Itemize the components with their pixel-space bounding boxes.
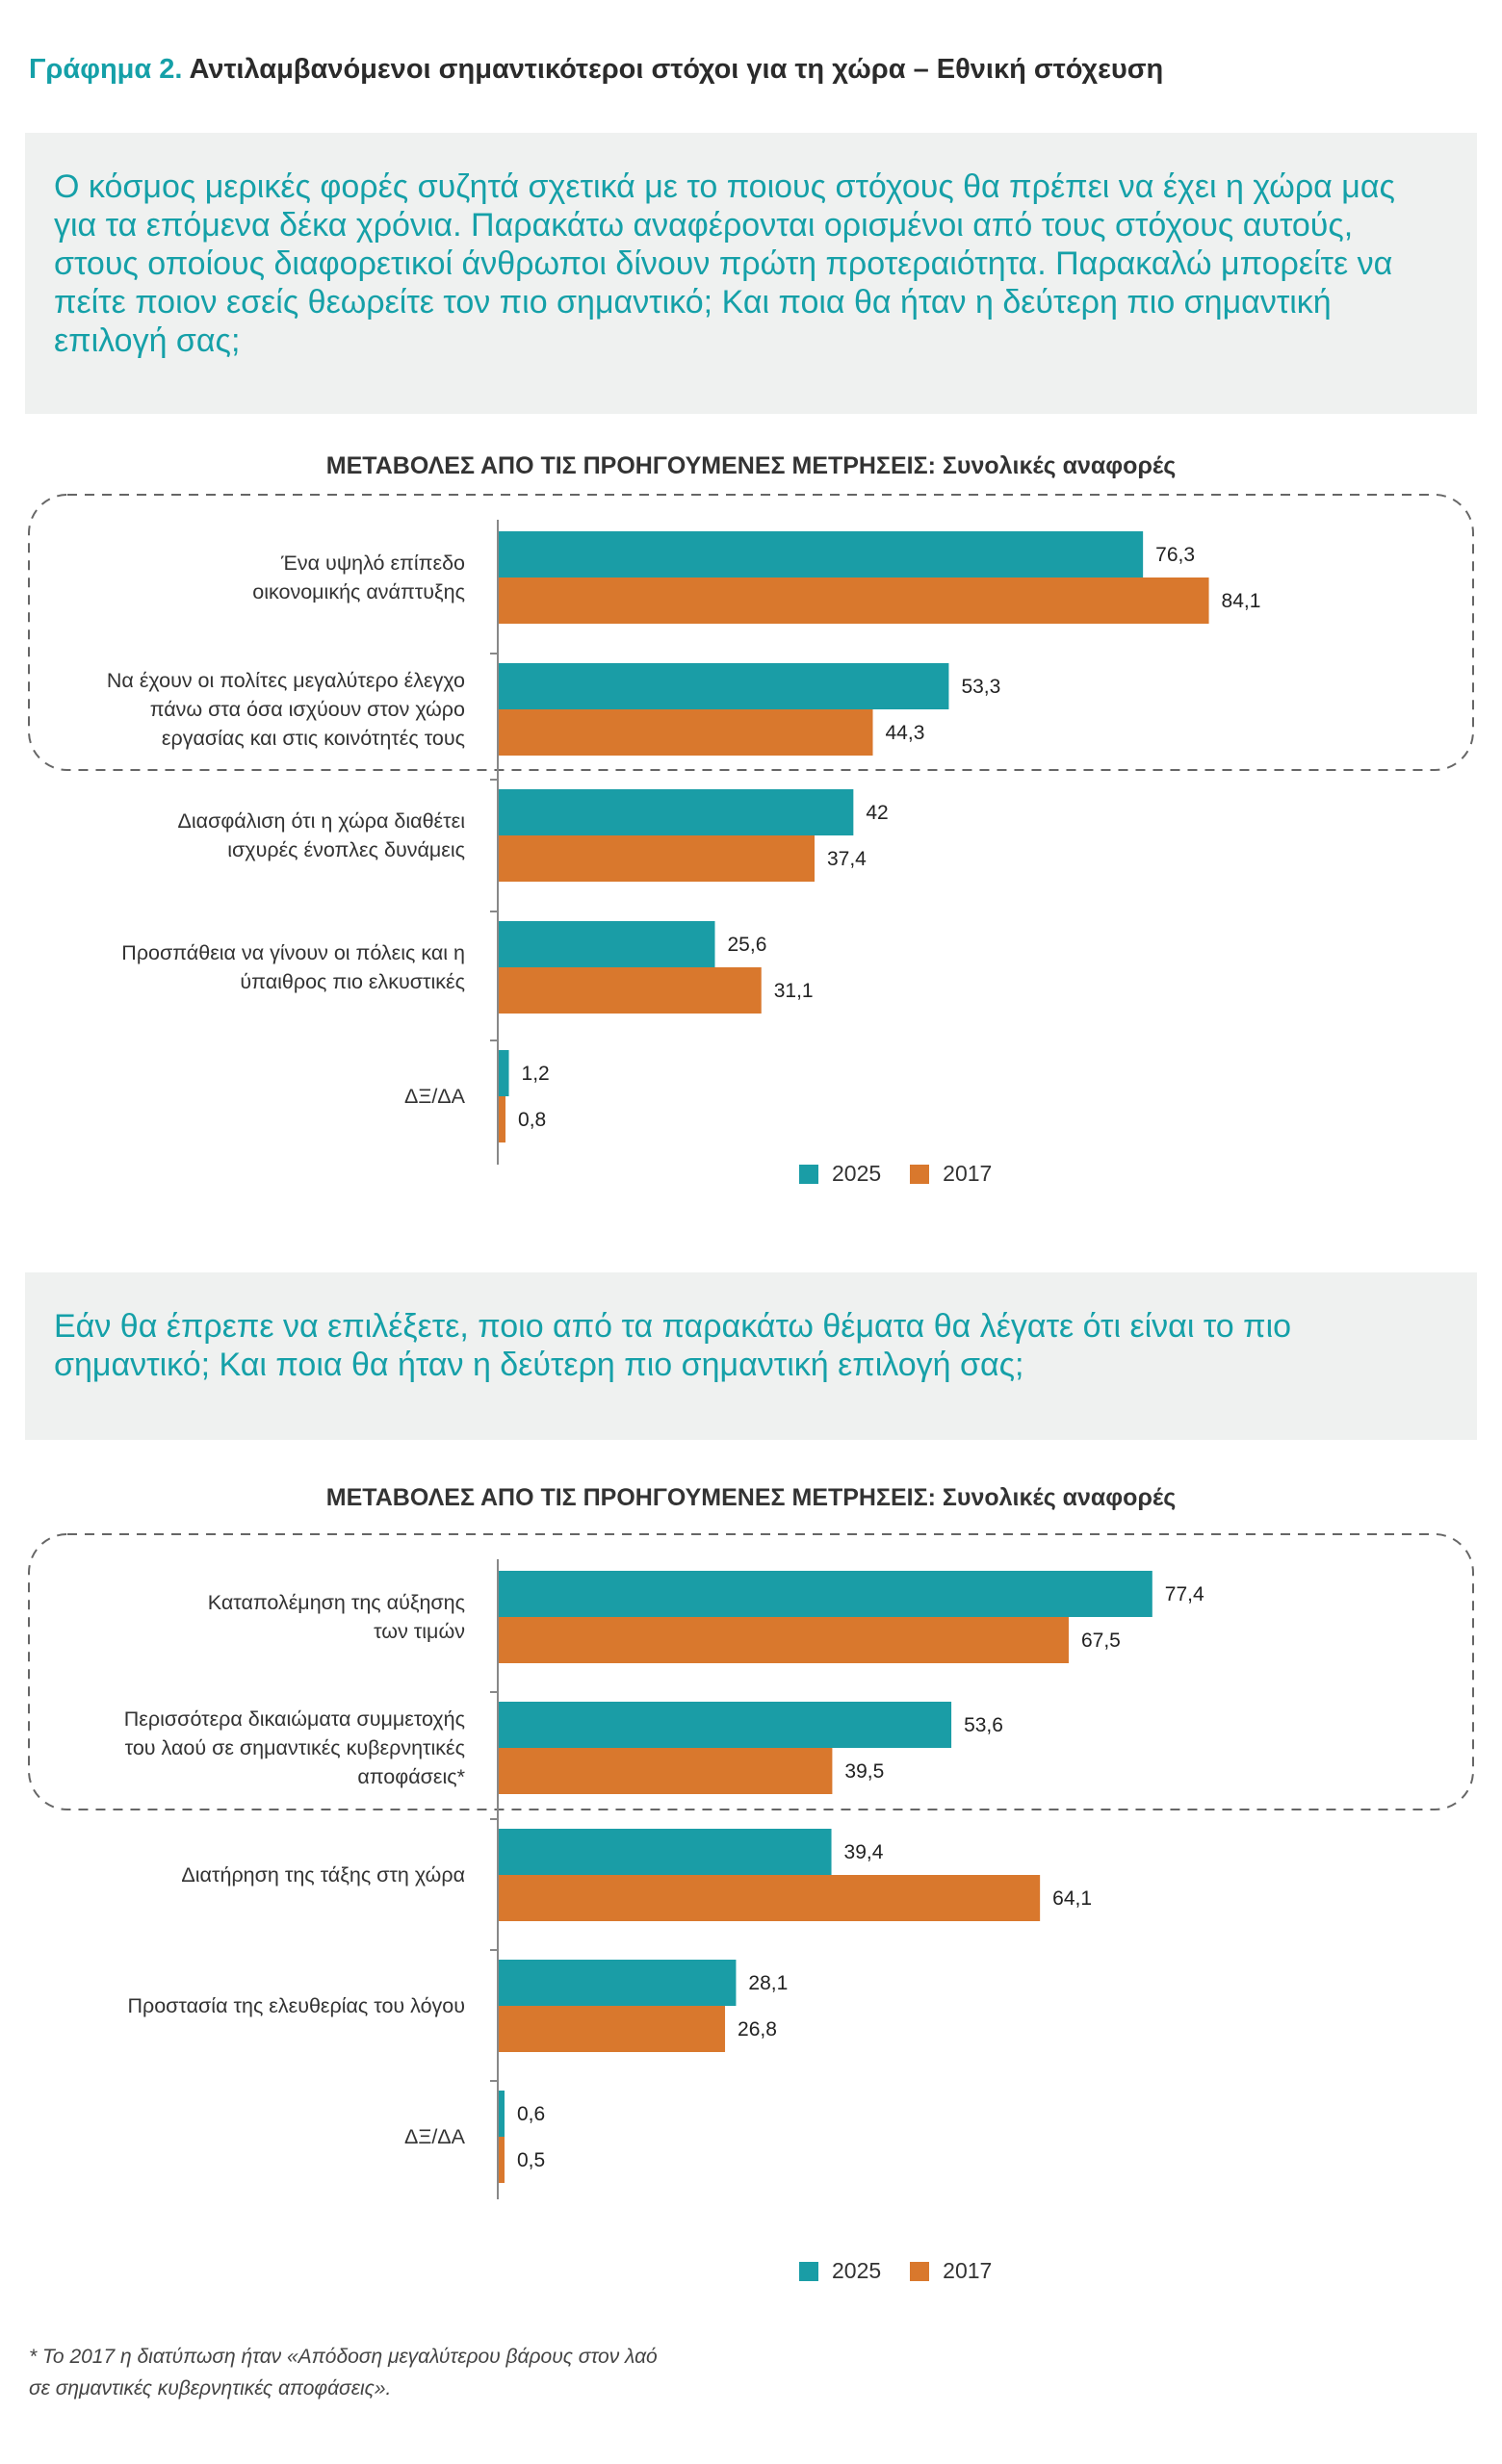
legend-swatch-2025 [799,2261,818,2281]
figure-title-lead: Γράφημα 2. [29,54,183,85]
category-label-0: Ένα υψηλό επίπεδο [280,552,465,575]
data-label-2025-2: 39,4 [844,1841,884,1863]
chart-2-legend: 2025 2017 [799,2258,1021,2284]
bar-2025-2 [499,789,854,835]
bar-2017-0 [499,578,1209,624]
chart-2-title: ΜΕΤΑΒΟΛΕΣ ΑΠΟ ΤΙΣ ΠΡΟΗΓΟΥΜΕΝΕΣ ΜΕΤΡΗΣΕΙΣ… [0,1484,1502,1512]
category-label-2: Διασφάλιση ότι η χώρα διαθέτει [178,809,466,833]
bar-2025-3 [499,921,715,967]
legend-item-2025: 2025 [799,2258,881,2284]
category-label-0: των τιμών [374,1620,465,1643]
legend-swatch-2017 [910,1164,930,1184]
data-label-2017-0: 67,5 [1081,1630,1121,1652]
legend-swatch-2017 [910,2261,930,2281]
chart-2-title-main: ΜΕΤΑΒΟΛΕΣ ΑΠΟ ΤΙΣ ΠΡΟΗΓΟΥΜΕΝΕΣ ΜΕΤΡΗΣΕΙΣ… [325,1484,936,1511]
data-label-2025-0: 77,4 [1165,1583,1204,1605]
highlight-box [28,494,1474,771]
bar-2017-2 [499,835,815,882]
legend-label-2017: 2017 [943,2258,993,2283]
bar-2017-0 [499,1617,1069,1663]
data-label-2025-4: 0,6 [517,2103,545,2125]
bar-2025-3 [499,1960,737,2006]
data-label-2017-3: 31,1 [774,980,814,1002]
chart-1-title: ΜΕΤΑΒΟΛΕΣ ΑΠΟ ΤΙΣ ΠΡΟΗΓΟΥΜΕΝΕΣ ΜΕΤΡΗΣΕΙΣ… [0,452,1502,480]
question-text-1: Ο κόσμος μερικές φορές συζητά σχετικά με… [54,168,1395,359]
data-label-2025-3: 28,1 [748,1972,788,1994]
figure-title: Γράφημα 2. Αντιλαμβανόμενοι σημαντικότερ… [29,54,1163,86]
category-label-0: Καταπολέμηση της αύξησης [208,1591,465,1614]
legend-item-2025: 2025 [799,1161,881,1187]
bar-2017-4 [499,2137,505,2183]
category-label-2: Διατήρηση της τάξης στη χώρα [181,1863,465,1886]
data-label-2017-0: 84,1 [1222,590,1261,612]
question-box-2: Εάν θα έπρεπε να επιλέξετε, ποιο από τα … [25,1272,1477,1440]
category-label-2: ισχυρές ένοπλες δυνάμεις [227,838,465,861]
category-label-1: πάνω στα όσα ισχύουν στον χώρο [150,698,465,721]
category-label-4: ΔΞ/ΔΑ [404,1085,466,1108]
bar-2025-2 [499,1829,832,1875]
category-label-1: του λαού σε σημαντικές κυβερνητικές [125,1736,465,1759]
bar-2025-4 [499,2091,505,2137]
bar-2025-1 [499,1702,952,1748]
bar-2017-3 [499,2006,726,2052]
footnote-line-1: * Το 2017 η διατύπωση ήταν «Απόδοση μεγα… [29,2346,658,2368]
data-label-2017-1: 39,5 [844,1760,884,1783]
legend-label-2025: 2025 [832,2258,882,2283]
category-label-1: Περισσότερα δικαιώματα συμμετοχής [124,1707,465,1731]
data-label-2025-2: 42 [866,802,888,824]
chart-2-title-sub: Συνολικές αναφορές [942,1484,1177,1511]
data-label-2017-2: 37,4 [827,848,867,870]
bar-2017-4 [499,1096,506,1142]
category-label-1: Να έχουν οι πολίτες μεγαλύτερο έλεγχο [107,669,465,692]
bar-2017-2 [499,1875,1041,1921]
data-label-2025-4: 1,2 [522,1063,550,1085]
legend-swatch-2025 [799,1164,818,1184]
category-label-1: αποφάσεις* [357,1765,465,1788]
data-label-2017-3: 26,8 [738,2018,777,2040]
data-label-2017-4: 0,8 [518,1109,546,1131]
bar-2017-1 [499,1748,833,1794]
legend-label-2025: 2025 [832,1161,882,1186]
bar-2025-1 [499,663,949,709]
highlight-box [28,1533,1474,1810]
category-label-3: ύπαιθρος πιο ελκυστικές [240,970,465,993]
category-label-4: ΔΞ/ΔΑ [404,2125,466,2148]
data-label-2025-3: 25,6 [728,934,767,956]
category-label-1: εργασίας και στις κοινότητές τους [162,727,465,750]
bar-2025-0 [499,1571,1152,1617]
category-label-3: Προστασία της ελευθερίας του λόγου [127,1994,465,2017]
bar-2025-4 [499,1050,509,1096]
category-label-3: Προσπάθεια να γίνουν οι πόλεις και η [121,941,465,964]
question-text-2: Εάν θα έπρεπε να επιλέξετε, ποιο από τα … [54,1308,1292,1383]
data-label-2025-1: 53,6 [964,1714,1003,1736]
figure-title-text: Αντιλαμβανόμενοι σημαντικότεροι στόχοι γ… [189,54,1164,85]
category-label-0: οικονομικής ανάπτυξης [252,580,465,603]
footnote-line-2: σε σημαντικές κυβερνητικές αποφάσεις». [29,2377,392,2400]
bar-2017-1 [499,709,873,756]
footnote: * Το 2017 η διατύπωση ήταν «Απόδοση μεγα… [29,2341,658,2404]
data-label-2017-4: 0,5 [517,2149,545,2171]
chart-1-legend: 2025 2017 [799,1161,1021,1187]
data-label-2017-1: 44,3 [886,722,925,744]
bar-2025-0 [499,531,1144,578]
data-label-2025-1: 53,3 [961,676,1000,698]
chart-1-title-sub: Συνολικές αναφορές [942,452,1177,479]
question-box-1: Ο κόσμος μερικές φορές συζητά σχετικά με… [25,133,1477,414]
data-label-2025-0: 76,3 [1155,544,1195,566]
bar-2017-3 [499,967,762,1014]
legend-label-2017: 2017 [943,1161,993,1186]
chart-1-title-main: ΜΕΤΑΒΟΛΕΣ ΑΠΟ ΤΙΣ ΠΡΟΗΓΟΥΜΕΝΕΣ ΜΕΤΡΗΣΕΙΣ… [325,452,936,479]
legend-item-2017: 2017 [910,2258,992,2284]
data-label-2017-2: 64,1 [1052,1887,1092,1910]
legend-item-2017: 2017 [910,1161,992,1187]
